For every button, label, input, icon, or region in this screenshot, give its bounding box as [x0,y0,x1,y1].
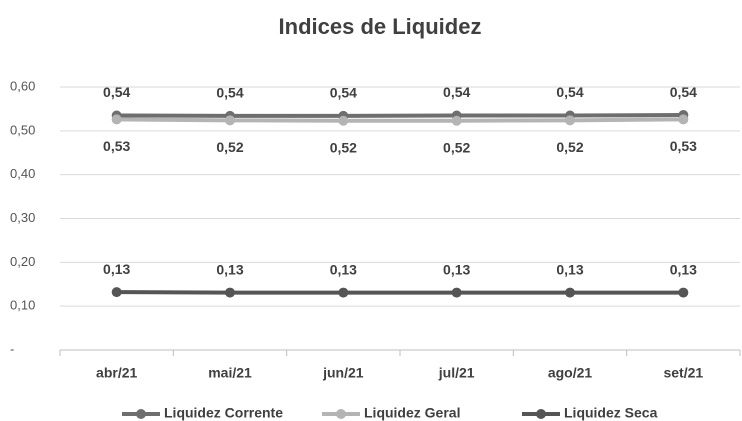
data-label: 0,54 [556,84,583,100]
data-label: 0,54 [670,84,697,100]
x-tick-label: jul/21 [438,365,475,381]
data-label: 0,53 [670,138,697,154]
y-tick-label: - [10,341,14,356]
point [678,287,689,298]
x-tick-label: jun/21 [322,365,364,381]
y-tick-label: 0,60 [10,78,35,93]
y-tick-label: 0,10 [10,298,35,313]
point [225,115,235,126]
chart-title: Indices de Liquidez [279,14,482,39]
point [678,114,689,125]
x-tick-label: ago/21 [548,365,593,381]
legend-label: Liquidez Seca [564,405,658,421]
y-tick-label: 0,20 [10,254,35,269]
y-tick-label: 0,40 [10,166,35,181]
point [565,115,575,126]
data-label: 0,13 [216,261,243,277]
legend-marker [336,409,346,419]
data-label: 0,54 [330,85,357,101]
x-tick-label: set/21 [663,365,703,381]
data-label: 0,52 [556,139,583,155]
point [225,287,235,298]
data-label: 0,52 [330,139,357,155]
data-label: 0,13 [670,261,697,277]
point [565,287,575,298]
point [451,115,462,126]
legend-label: Liquidez Geral [364,405,460,421]
point [338,115,349,126]
data-label: 0,54 [103,84,130,100]
point [111,287,122,298]
y-tick-label: 0,30 [10,210,35,225]
y-tick-label: 0,50 [10,122,35,137]
legend-marker [536,409,546,419]
series-line [116,113,684,118]
legend-marker [136,409,146,419]
x-tick-label: abr/21 [96,365,137,381]
data-label: 0,53 [103,138,130,154]
data-label: 0,13 [556,261,583,277]
data-label: 0,52 [216,139,243,155]
point [451,287,462,298]
data-label: 0,54 [216,85,243,101]
data-label: 0,13 [443,261,470,277]
data-label: 0,13 [103,261,130,277]
data-label: 0,52 [443,139,470,155]
data-label: 0,13 [330,261,357,277]
series-line [116,117,684,123]
point [111,114,122,125]
data-label: 0,54 [443,84,470,100]
legend-label: Liquidez Corrente [164,405,283,421]
x-tick-label: mai/21 [208,365,252,381]
point [338,287,349,298]
